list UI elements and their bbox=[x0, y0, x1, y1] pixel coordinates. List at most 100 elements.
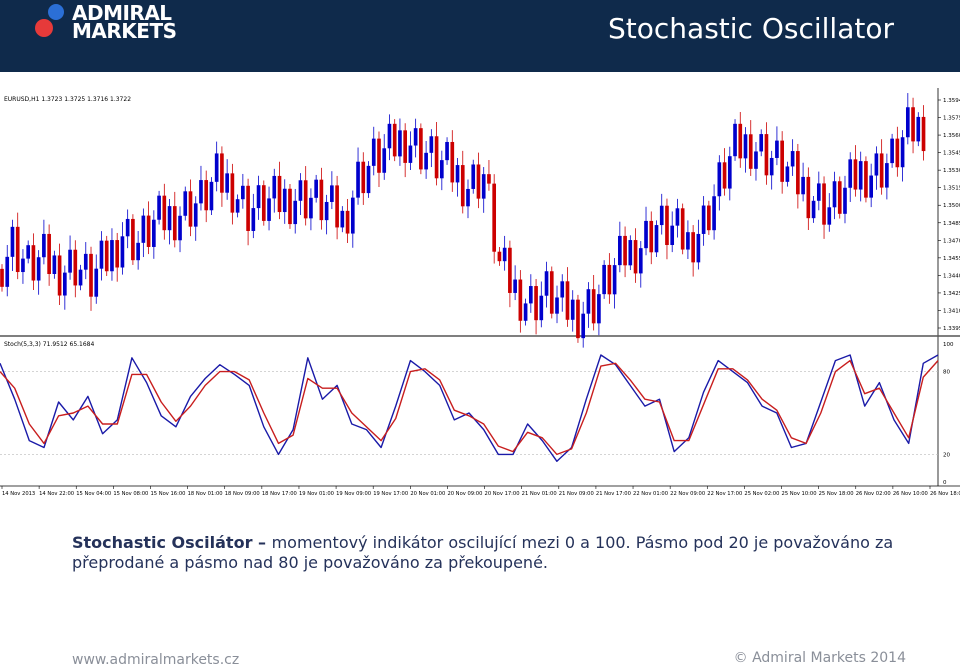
candle-body bbox=[246, 185, 250, 231]
candle-body bbox=[466, 188, 470, 207]
candle-body bbox=[487, 174, 491, 184]
candle-body bbox=[455, 165, 460, 183]
candle-body bbox=[843, 187, 847, 214]
candle-body bbox=[785, 166, 790, 182]
candle-body bbox=[518, 279, 523, 321]
candle-body bbox=[167, 206, 172, 231]
candle-body bbox=[911, 107, 915, 142]
candle-body bbox=[790, 151, 795, 167]
time-tick-label: 19 Nov 09:00 bbox=[336, 491, 371, 497]
candle-body bbox=[560, 281, 565, 298]
candle-body bbox=[727, 156, 732, 189]
candle-body bbox=[644, 220, 648, 249]
candle-body bbox=[68, 249, 72, 273]
stoch-tick-label: 20 bbox=[943, 452, 950, 458]
candle-body bbox=[686, 232, 690, 250]
candle-body bbox=[47, 233, 51, 275]
candle-body bbox=[675, 208, 680, 226]
candle-body bbox=[544, 271, 549, 296]
time-tick-label: 21 Nov 17:00 bbox=[596, 491, 631, 497]
candle-body bbox=[26, 245, 31, 259]
time-tick-label: 18 Nov 01:00 bbox=[188, 491, 223, 497]
candle-body bbox=[230, 173, 235, 213]
candle-body bbox=[796, 151, 800, 195]
footer-website[interactable]: www.admiralmarkets.cz bbox=[72, 652, 240, 668]
time-tick-label: 19 Nov 01:00 bbox=[299, 491, 334, 497]
candle-body bbox=[759, 134, 764, 152]
time-tick-label: 20 Nov 09:00 bbox=[447, 491, 482, 497]
candle-body bbox=[94, 268, 99, 297]
brand-line-1: ADMIRAL bbox=[72, 1, 172, 25]
stoch-tick-label: 100 bbox=[943, 342, 954, 348]
candle-body bbox=[57, 255, 62, 296]
candle-body bbox=[214, 153, 219, 182]
time-tick-label: 22 Nov 09:00 bbox=[670, 491, 705, 497]
candle-body bbox=[235, 199, 240, 213]
time-tick-label: 25 Nov 10:00 bbox=[782, 491, 817, 497]
stoch-tick-label: 80 bbox=[943, 370, 950, 376]
candle-body bbox=[864, 161, 868, 198]
candle-body bbox=[371, 138, 376, 166]
candle-body bbox=[314, 179, 318, 198]
candle-body bbox=[471, 164, 476, 189]
price-tick-label: 1.3530 bbox=[943, 168, 960, 174]
candle-body bbox=[104, 240, 109, 272]
candle-body bbox=[618, 235, 622, 266]
candle-body bbox=[879, 153, 884, 188]
candle-body bbox=[115, 240, 120, 268]
candle-body bbox=[62, 272, 67, 296]
candle-body bbox=[853, 159, 858, 190]
candle-body bbox=[267, 198, 271, 221]
price-tick-label: 1.3500 bbox=[943, 203, 960, 209]
time-tick-label: 26 Nov 02:00 bbox=[856, 491, 891, 497]
candle-body bbox=[633, 240, 638, 274]
price-tick-label: 1.3425 bbox=[943, 291, 960, 297]
price-tick-label: 1.3440 bbox=[943, 273, 960, 279]
header-bar: ADMIRAL MARKETS Stochastic Oscillator bbox=[0, 0, 960, 72]
candle-body bbox=[712, 196, 716, 231]
logo-red-dot-icon bbox=[35, 19, 53, 37]
price-tick-label: 1.3470 bbox=[943, 238, 960, 244]
candle-body bbox=[429, 136, 434, 153]
candle-body bbox=[649, 220, 654, 253]
candle-body bbox=[398, 130, 402, 157]
candle-body bbox=[178, 215, 182, 241]
candle-body bbox=[764, 134, 769, 176]
candle-body bbox=[345, 210, 350, 234]
candle-body bbox=[670, 225, 675, 245]
time-tick-label: 15 Nov 04:00 bbox=[76, 491, 111, 497]
stoch-chart-title: Stoch(5,3,3) 71.9512 65.1684 bbox=[4, 341, 95, 348]
stoch-main-line bbox=[0, 354, 939, 462]
candle-body bbox=[623, 235, 627, 266]
candle-body bbox=[822, 183, 826, 225]
candle-body bbox=[921, 116, 926, 152]
candle-body bbox=[146, 215, 151, 247]
candle-body bbox=[638, 248, 643, 274]
candle-body bbox=[89, 253, 93, 297]
candle-body bbox=[523, 303, 528, 321]
candle-body bbox=[272, 175, 277, 199]
page-title: Stochastic Oscillator bbox=[608, 12, 894, 45]
candle-body bbox=[256, 185, 261, 209]
time-tick-label: 14 Nov 22:00 bbox=[39, 491, 74, 497]
candle-body bbox=[330, 185, 334, 202]
candle-body bbox=[261, 185, 266, 221]
candle-body bbox=[366, 165, 371, 194]
candle-body bbox=[298, 180, 303, 201]
candle-body bbox=[377, 138, 381, 173]
price-tick-label: 1.3455 bbox=[943, 256, 960, 262]
time-tick-label: 14 Nov 2013 bbox=[2, 491, 35, 497]
price-tick-label: 1.3560 bbox=[943, 133, 960, 139]
candle-body bbox=[303, 180, 308, 219]
candle-body bbox=[858, 161, 863, 190]
stoch-tick-label: 0 bbox=[943, 480, 947, 486]
time-tick-label: 15 Nov 16:00 bbox=[150, 491, 185, 497]
candle-body bbox=[403, 130, 408, 163]
candle-body bbox=[434, 136, 439, 179]
candle-body bbox=[701, 205, 706, 234]
price-tick-label: 1.3515 bbox=[943, 186, 960, 192]
candle-body bbox=[743, 134, 748, 159]
time-tick-label: 21 Nov 01:00 bbox=[522, 491, 557, 497]
candle-body bbox=[597, 294, 601, 324]
candle-body bbox=[392, 123, 397, 157]
